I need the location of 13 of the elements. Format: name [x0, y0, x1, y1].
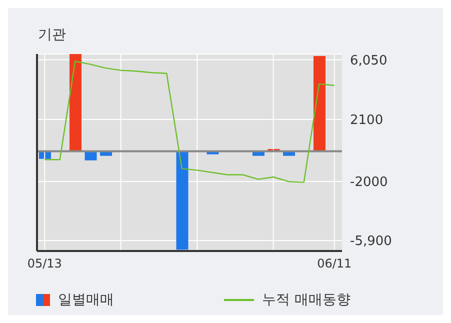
x-tick-label: 06/11 — [317, 256, 352, 271]
bar — [70, 54, 82, 152]
y-tick-label: 6,050 — [350, 53, 388, 68]
y-tick-label: -2000 — [350, 175, 388, 190]
legend-label: 일별매매 — [58, 291, 114, 309]
bar — [176, 151, 188, 250]
line-series — [44, 60, 335, 183]
x-tick-label: 05/13 — [27, 256, 62, 271]
y-tick-label: 2100 — [350, 113, 384, 128]
legend-label: 누적 매매동향 — [262, 291, 350, 309]
chart-title: 기관 — [37, 26, 67, 45]
y-tick-label: -5,900 — [350, 234, 392, 250]
bar — [314, 56, 326, 152]
